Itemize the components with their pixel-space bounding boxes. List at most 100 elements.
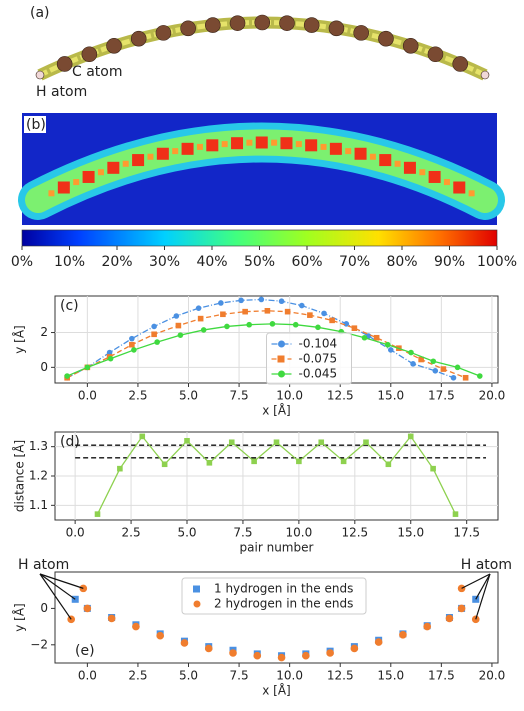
x-tick-label: 30% <box>149 254 180 270</box>
carbon-atom <box>229 15 246 31</box>
density-spot <box>419 169 426 176</box>
data-point <box>84 364 91 371</box>
carbon-atom <box>303 17 320 33</box>
data-point <box>399 630 407 639</box>
data-point <box>373 334 380 341</box>
data-point <box>374 638 383 646</box>
legend-box <box>181 577 367 615</box>
data-point <box>384 341 391 348</box>
data-point <box>83 604 92 613</box>
hydrogen-atom <box>35 70 45 80</box>
data-point <box>206 460 213 466</box>
data-point <box>476 373 483 379</box>
y-tick-label: 1.1 <box>29 498 48 512</box>
density-spot <box>221 141 228 148</box>
annotation-arrow <box>39 573 76 600</box>
carbon-atom <box>205 17 221 33</box>
data-point <box>129 341 135 348</box>
data-point <box>129 335 135 342</box>
annotation: C atom <box>72 64 123 80</box>
x-tick-label: 100% <box>477 254 517 270</box>
x-tick-label: 20.0 <box>479 389 506 403</box>
data-point <box>242 308 248 315</box>
data-point <box>204 644 213 653</box>
panel-label: (b) <box>26 117 46 133</box>
data-point <box>462 374 469 381</box>
density-spots <box>48 136 475 197</box>
x-axis-label: pair number <box>240 541 314 555</box>
data-point <box>418 356 424 363</box>
data-point <box>228 439 235 446</box>
density-spot <box>206 139 219 152</box>
data-point <box>251 458 257 465</box>
x-axis-label: x [Å] <box>262 683 291 698</box>
annotation-arrow <box>475 573 491 600</box>
x-tick-label: 12.5 <box>341 526 368 540</box>
x-tick-label: 17.5 <box>428 669 455 683</box>
legend-label: 1 hydrogen in the ends <box>214 582 353 596</box>
x-axis-label: x [Å] <box>262 403 291 418</box>
data-point <box>224 323 230 330</box>
density-spot <box>156 147 169 160</box>
density-spot <box>394 160 401 167</box>
data-point <box>318 439 325 446</box>
x-tick-label: 10.0 <box>276 669 303 683</box>
legend-label: -0.075 <box>299 352 338 366</box>
panel-label: (c) <box>60 298 79 314</box>
carbon-atom <box>353 25 369 41</box>
density-spot <box>345 148 352 155</box>
data-point <box>264 307 271 314</box>
data-point <box>107 614 116 623</box>
data-point <box>296 458 302 465</box>
x-tick-label: 5.0 <box>179 669 198 683</box>
x-tick-label: 10.0 <box>286 526 313 540</box>
data-point <box>269 321 276 327</box>
data-point <box>229 649 237 657</box>
x-tick-label: 2.5 <box>128 389 147 403</box>
density-spot <box>320 143 327 150</box>
carbon-atom <box>130 30 147 47</box>
data-point <box>154 339 160 345</box>
hydrogen-atom <box>480 70 490 80</box>
density-spot <box>107 161 120 174</box>
x-tick-label: 15.0 <box>377 389 404 403</box>
data-point <box>139 433 146 440</box>
legend-label: -0.045 <box>299 367 338 381</box>
y-tick-label: 1.2 <box>29 469 48 483</box>
data-point <box>307 312 313 318</box>
carbon-atom <box>81 46 98 63</box>
x-tick-label: 7.5 <box>230 669 249 683</box>
density-spot <box>255 136 268 149</box>
density-spot <box>122 160 129 167</box>
data-point <box>184 438 190 444</box>
y-tick-label: 1.3 <box>29 439 48 453</box>
data-point <box>218 300 224 306</box>
x-tick-label: 0% <box>11 254 33 270</box>
x-tick-label: 60% <box>291 254 322 270</box>
carbon-atom <box>378 30 394 47</box>
x-tick-label: 0.0 <box>66 526 85 540</box>
y-axis-label: y [Å] <box>12 603 27 632</box>
data-point <box>132 622 140 631</box>
x-tick-label: 10% <box>54 254 85 270</box>
carbon-atom <box>402 38 419 54</box>
density-spot <box>329 142 342 155</box>
annotation-arrow <box>475 573 491 620</box>
density-spot <box>468 190 475 197</box>
density-spot <box>57 181 70 194</box>
data-point <box>253 651 262 660</box>
x-tick-label: 90% <box>434 254 465 270</box>
x-tick-label: 0.0 <box>78 389 97 403</box>
data-point <box>351 325 358 331</box>
density-spot <box>246 139 253 146</box>
data-point <box>107 355 114 362</box>
x-tick-label: 17.5 <box>453 526 480 540</box>
carbon-atom <box>254 14 271 31</box>
x-tick-label: 2.5 <box>128 669 147 683</box>
legend-label: 2 hydrogen in the ends <box>214 597 353 611</box>
panel-label: (e) <box>75 643 95 659</box>
density-spot <box>403 161 416 174</box>
x-tick-label: 10.0 <box>276 389 303 403</box>
density-spot <box>354 147 367 160</box>
density-spot <box>428 170 441 183</box>
